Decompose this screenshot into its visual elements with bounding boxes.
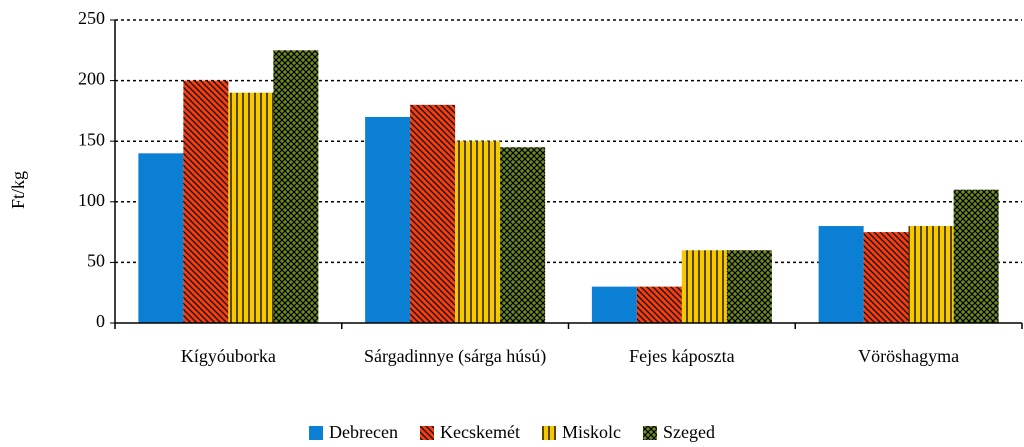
bar [636, 286, 682, 323]
legend-swatch [642, 426, 657, 440]
legend-label: Debrecen [329, 422, 398, 442]
bar [500, 147, 546, 323]
legend-label: Miskolc [562, 422, 621, 442]
bar [953, 189, 999, 323]
bar [183, 80, 229, 323]
y-tick-label: 200 [78, 69, 105, 89]
y-tick-label: 250 [78, 8, 105, 28]
bar [273, 50, 319, 324]
bar [365, 116, 411, 324]
bar [591, 286, 637, 323]
legend-label: Szeged [663, 422, 715, 442]
legend-swatch [419, 426, 434, 440]
bar [818, 226, 864, 323]
bar [681, 250, 727, 323]
bar [228, 92, 274, 323]
bar [726, 250, 772, 323]
y-tick-label: 150 [78, 129, 105, 149]
bar [863, 232, 909, 323]
legend-label: Kecskemét [440, 422, 520, 442]
y-tick-label: 50 [87, 251, 105, 271]
y-axis-label: Ft/kg [8, 171, 28, 209]
bar [410, 104, 456, 323]
x-tick-label: Sárgadinnye (sárga húsú) [364, 346, 546, 367]
legend-swatch [309, 426, 324, 440]
x-tick-label: Vöröshagyma [858, 346, 959, 366]
bar [908, 226, 954, 323]
x-tick-label: Fejes káposzta [629, 346, 734, 366]
bar [138, 153, 184, 323]
y-tick-label: 100 [78, 190, 105, 210]
x-tick-label: Kígyóuborka [181, 346, 276, 366]
legend-swatch [541, 426, 556, 440]
y-tick-label: 0 [96, 311, 105, 331]
bar [455, 141, 501, 323]
